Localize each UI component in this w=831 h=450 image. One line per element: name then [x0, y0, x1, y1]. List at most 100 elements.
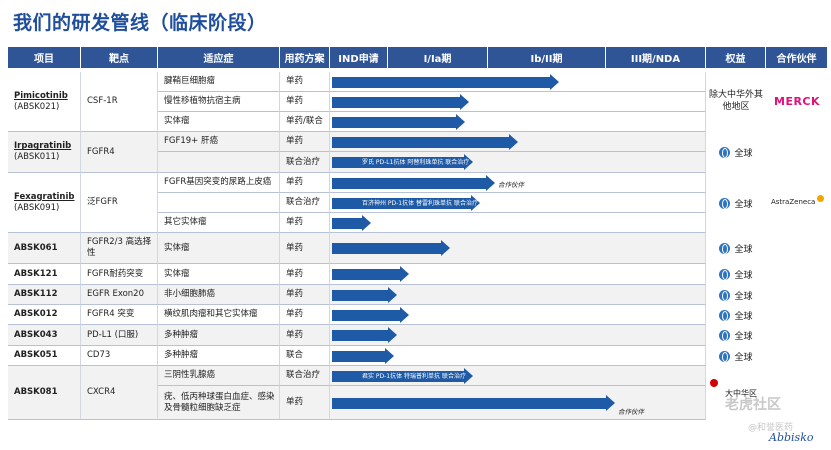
- progress-bar: 君实 PD-1抗体 特瑞普利单抗 联合治疗: [332, 368, 473, 384]
- indication-cell: 多种肿瘤: [158, 325, 280, 346]
- indication-cell: 腱鞘巨细胞瘤: [158, 72, 280, 92]
- abbisko-logo: Abbisko: [769, 431, 814, 444]
- regimen-cell: 单药/联合: [280, 112, 330, 132]
- project-name: Fexagratinib: [14, 191, 75, 202]
- header-phase1: I/Ia期: [388, 47, 488, 68]
- project-name: ABSK061: [14, 242, 58, 253]
- progress-bar: [332, 114, 465, 130]
- astrazeneca-logo: AstraZeneca: [771, 198, 816, 206]
- merck-logo: MERCK: [774, 95, 821, 108]
- indication-cell: 非小细胞肺癌: [158, 285, 280, 305]
- progress-lane: [330, 346, 706, 366]
- progress-arrow-icon: [550, 74, 559, 90]
- project-cell: ABSK051: [8, 346, 81, 366]
- rights-label: 全球: [734, 352, 753, 363]
- progress-lane: [330, 264, 706, 285]
- progress-bar: [332, 266, 409, 282]
- indication-cell: 实体瘤: [158, 233, 280, 264]
- progress-bar: [332, 215, 371, 231]
- rights-label: 全球: [734, 245, 753, 255]
- progress-arrow-icon: [464, 154, 473, 170]
- project-name: ABSK012: [14, 309, 58, 320]
- project-cell: Irpagratinib (ABSK011): [8, 132, 81, 173]
- target-cell: EGFR Exon20: [81, 285, 158, 305]
- pipeline-table: 项目 靶点 适应症 用药方案 IND申请 I/Ia期 Ib/II期 III期/N…: [8, 47, 827, 420]
- globe-icon: [719, 289, 731, 301]
- indication-cell: [158, 193, 280, 213]
- progress-arrow-icon: [362, 215, 371, 231]
- rights-cell: 全球: [706, 264, 766, 285]
- indication-cell: 疣、低丙种球蛋白血症、感染及骨髓粒细胞缺乏症: [158, 386, 280, 420]
- partner-note: 合作伙伴: [618, 408, 644, 416]
- target-cell: FGFR耐药突变: [81, 264, 158, 285]
- progress-arrow-icon: [441, 240, 450, 256]
- target-cell: CXCR4: [81, 366, 158, 420]
- rights-cell: 大中华区: [706, 366, 766, 420]
- regimen-cell: 单药: [280, 305, 330, 325]
- target-cell: FGFR4: [81, 132, 158, 173]
- progress-arrow-icon: [400, 307, 409, 323]
- progress-arrow-icon: [388, 327, 397, 343]
- rights-label: 全球: [734, 271, 753, 281]
- progress-bar: 百济神州 PD-1抗体 替雷利珠单抗 联合治疗: [332, 195, 480, 211]
- progress-arrow-icon: [456, 114, 465, 130]
- progress-bar: [332, 307, 409, 323]
- progress-bar: [332, 134, 518, 150]
- rights-cell: 全球: [706, 325, 766, 346]
- progress-arrow-icon: [509, 134, 518, 150]
- progress-lane: [330, 325, 706, 346]
- project-name: ABSK121: [14, 268, 58, 279]
- progress-bar: [332, 348, 394, 364]
- regimen-cell: 单药: [280, 132, 330, 152]
- globe-icon: [719, 243, 731, 254]
- rights-label: 全球: [734, 149, 753, 159]
- progress-bar: [332, 395, 615, 411]
- progress-arrow-icon: [385, 348, 394, 364]
- combo-note: 罗氏 PD-L1抗体 阿替利珠单抗 联合治疗: [362, 159, 470, 166]
- regimen-cell: 单药: [280, 325, 330, 346]
- progress-arrow-icon: [471, 195, 480, 211]
- project-code: (ABSK011): [14, 152, 60, 162]
- regimen-cell: 单药: [280, 92, 330, 112]
- progress-arrow-icon: [460, 94, 469, 110]
- rights-cell: 全球: [706, 132, 766, 173]
- watermark-handle: @和誉医药: [748, 423, 794, 433]
- region-dot-icon: [710, 379, 718, 387]
- indication-cell: FGF19+ 肝癌: [158, 132, 280, 152]
- regimen-cell: 联合治疗: [280, 152, 330, 173]
- progress-arrow-icon: [486, 175, 495, 191]
- regimen-cell: 单药: [280, 264, 330, 285]
- project-name: ABSK051: [14, 350, 58, 361]
- indication-cell: 多种肿瘤: [158, 346, 280, 366]
- indication-cell: 实体瘤: [158, 112, 280, 132]
- project-cell: ABSK121: [8, 264, 81, 285]
- progress-arrow-icon: [388, 287, 397, 303]
- project-cell: Fexagratinib (ABSK091): [8, 173, 81, 233]
- progress-bar: [332, 287, 397, 303]
- rights-cell: 全球: [706, 233, 766, 264]
- target-cell: FGFR2/3 高选择性: [81, 233, 158, 264]
- indication-cell: [158, 152, 280, 173]
- rights-cell: 除大中华外其他地区: [708, 90, 763, 112]
- project-cell: ABSK061: [8, 233, 81, 264]
- progress-arrow-icon: [400, 266, 409, 282]
- progress-bar: [332, 74, 559, 90]
- regimen-cell: 单药: [280, 72, 330, 92]
- progress-arrow-icon: [464, 368, 473, 384]
- project-cell: ABSK043: [8, 325, 81, 346]
- progress-bar: [332, 327, 397, 343]
- progress-lane: [330, 305, 706, 325]
- project-name: ABSK081: [14, 387, 58, 398]
- project-cell: ABSK012: [8, 305, 81, 325]
- regimen-cell: 单药: [280, 386, 330, 420]
- header-regimen: 用药方案: [280, 47, 330, 68]
- project-cell: ABSK081: [8, 366, 81, 420]
- project-name: ABSK043: [14, 329, 58, 340]
- rights-cell: 全球: [706, 173, 766, 233]
- project-name: Irpagratinib: [14, 141, 72, 152]
- globe-icon: [719, 197, 731, 209]
- progress-arrow-icon: [606, 395, 615, 411]
- project-cell: Pimicotinib (ABSK021): [8, 72, 81, 132]
- indication-cell: 其它实体瘤: [158, 213, 280, 233]
- indication-cell: 实体瘤: [158, 264, 280, 285]
